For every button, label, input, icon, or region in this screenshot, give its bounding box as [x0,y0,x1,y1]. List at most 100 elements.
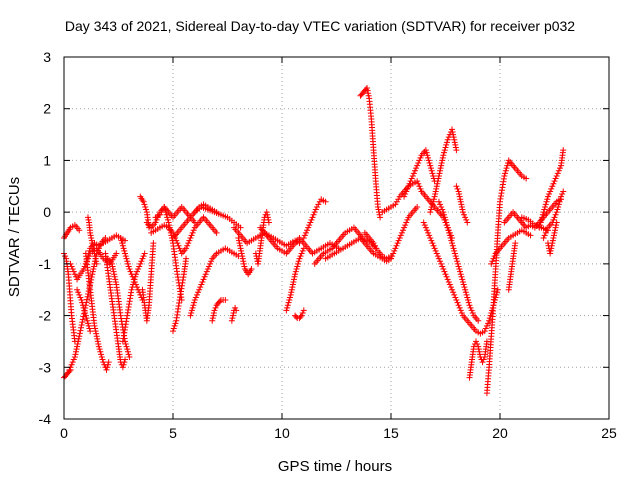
data-point-marker [99,356,106,363]
data-point-marker [456,266,463,273]
data-point-marker [120,361,127,368]
data-point-marker [75,335,82,342]
data-point-marker [121,247,128,254]
data-point-marker [446,281,453,288]
data-point-marker [375,206,382,213]
data-point-marker [140,253,147,260]
data-point-marker [68,361,75,368]
data-point-marker [175,242,182,249]
data-point-marker [84,253,91,260]
data-point-marker [393,242,400,249]
data-point-marker [296,255,303,262]
data-point-marker [445,227,452,234]
data-point-marker [391,247,398,254]
data-point-marker [131,276,138,283]
data-point-marker [189,304,196,311]
data-point-marker [95,343,102,350]
data-point-marker [265,219,272,226]
data-point-marker [77,327,84,334]
data-point-marker [189,229,196,236]
data-point-marker [455,302,462,309]
data-point-marker [109,263,116,270]
data-point-marker [127,268,134,275]
data-point-marker [555,201,562,208]
data-point-marker [416,157,423,164]
data-point-marker [544,196,551,203]
data-point-marker [407,178,414,185]
data-point-marker [442,271,449,278]
data-point-marker [364,87,371,94]
data-point-marker [117,235,124,241]
data-point-marker [170,325,177,332]
data-point-marker [264,211,271,218]
data-point-marker [237,242,244,249]
data-point-marker [403,219,410,226]
data-point-marker [75,338,82,345]
series-track [510,162,530,182]
data-point-marker [441,214,448,221]
series-track [292,307,307,322]
data-point-marker [417,185,424,192]
series-track [61,366,74,381]
data-point-marker [551,178,558,185]
data-point-marker [541,206,548,213]
data-point-marker [238,247,245,254]
data-point-marker [414,203,421,210]
series-track [67,245,120,283]
data-point-marker [494,286,501,293]
data-point-marker [431,245,438,252]
data-point-marker [458,201,465,208]
data-point-marker [434,253,441,260]
data-point-marker [434,178,441,185]
data-point-marker [166,224,173,231]
data-point-marker [170,328,176,335]
chart-title: Day 343 of 2021, Sidereal Day-to-day VTE… [65,18,575,34]
x-axis-label: GPS time / hours [278,458,392,475]
data-point-marker [424,152,431,159]
data-point-marker [89,271,96,278]
data-point-marker [80,266,87,273]
data-point-marker [193,291,200,298]
data-point-marker [213,229,220,236]
data-point-marker [459,276,466,283]
data-point-marker [203,268,210,275]
data-point-marker [377,214,384,221]
data-point-marker [235,237,242,244]
data-point-marker [449,126,456,133]
data-point-marker [306,222,313,229]
data-point-marker [404,216,411,223]
data-point-marker [370,240,377,247]
data-point-marker [284,304,291,311]
series-track [466,338,490,381]
data-point-marker [440,152,447,159]
data-point-marker [134,268,141,275]
data-point-marker [550,232,557,239]
data-point-marker [442,216,449,223]
data-point-marker [197,284,204,291]
data-point-marker [403,188,410,195]
data-point-marker [164,214,171,221]
data-point-marker [152,219,159,226]
data-point-marker [286,297,293,304]
data-point-marker [476,351,483,358]
data-point-marker [297,313,304,320]
data-point-marker [207,260,214,267]
data-point-marker [136,263,143,270]
data-point-marker [413,165,420,172]
grid-lines [64,57,609,419]
data-point-marker [110,268,117,275]
data-point-marker [93,258,100,265]
data-point-marker [123,343,130,350]
data-point-marker [449,128,456,135]
data-point-marker [293,266,300,273]
data-point-marker [222,297,229,304]
data-point-marker [89,240,96,247]
data-point-marker [399,227,406,234]
data-point-marker [124,260,131,267]
x-tick-label: 15 [383,425,399,441]
data-point-marker [457,268,464,275]
data-point-marker [438,160,445,167]
data-point-marker [108,260,115,267]
